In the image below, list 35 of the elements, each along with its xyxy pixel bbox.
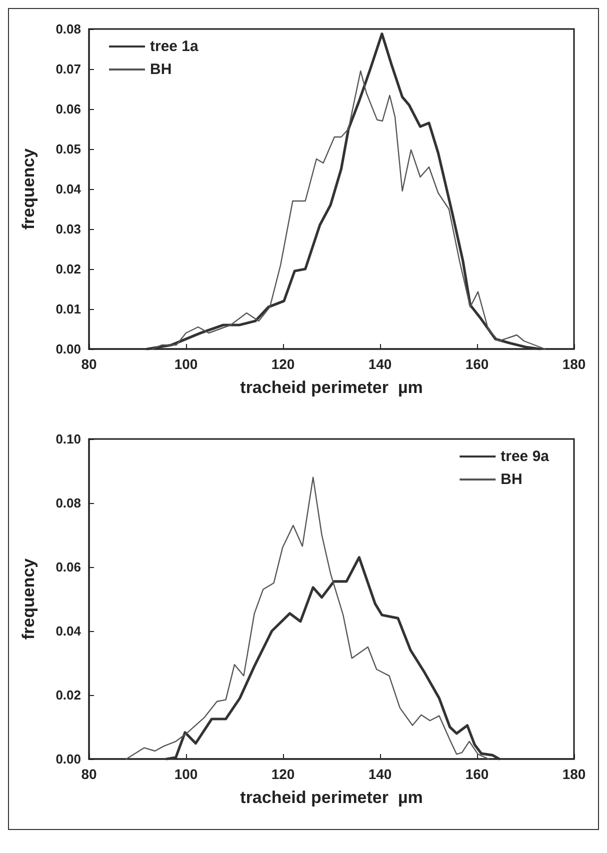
y-tick-label: 0.04: [56, 182, 82, 196]
legend-label: tree 1a: [150, 38, 200, 55]
y-tick-label: 0.01: [56, 302, 81, 316]
y-tick-label: 0.00: [56, 342, 81, 356]
y-tick-label: 0.03: [56, 222, 81, 236]
legend-label: BH: [150, 61, 172, 78]
y-tick-label: 0.10: [56, 432, 81, 446]
x-tick-label: 120: [271, 356, 295, 372]
y-tick-label: 0.05: [56, 142, 81, 156]
x-tick-label: 100: [174, 356, 198, 372]
y-axis-title: frequency: [19, 148, 38, 230]
y-tick-label: 0.08: [56, 22, 81, 36]
x-tick-label: 120: [271, 766, 295, 782]
legend-label: BH: [500, 471, 522, 488]
y-tick-label: 0.08: [56, 496, 81, 510]
y-tick-label: 0.02: [56, 262, 81, 276]
legend-label: tree 9a: [500, 448, 550, 465]
x-tick-label: 100: [174, 766, 198, 782]
x-axis-title: tracheid perimeter µm: [240, 788, 423, 807]
y-tick-label: 0.02: [56, 688, 81, 702]
y-tick-label: 0.06: [56, 560, 81, 574]
x-axis-title: tracheid perimeter µm: [240, 378, 423, 397]
x-tick-label: 160: [465, 766, 489, 782]
y-tick-label: 0.04: [56, 624, 82, 638]
x-tick-label: 160: [465, 356, 489, 372]
y-tick-label: 0.06: [56, 102, 81, 116]
x-tick-label: 180: [562, 766, 586, 782]
y-tick-label: 0.00: [56, 752, 81, 766]
x-tick-label: 180: [562, 356, 586, 372]
x-tick-label: 140: [368, 356, 392, 372]
y-axis-title: frequency: [19, 558, 38, 640]
x-tick-label: 80: [81, 766, 97, 782]
x-tick-label: 80: [81, 356, 97, 372]
y-tick-label: 0.07: [56, 62, 81, 76]
x-tick-label: 140: [368, 766, 392, 782]
